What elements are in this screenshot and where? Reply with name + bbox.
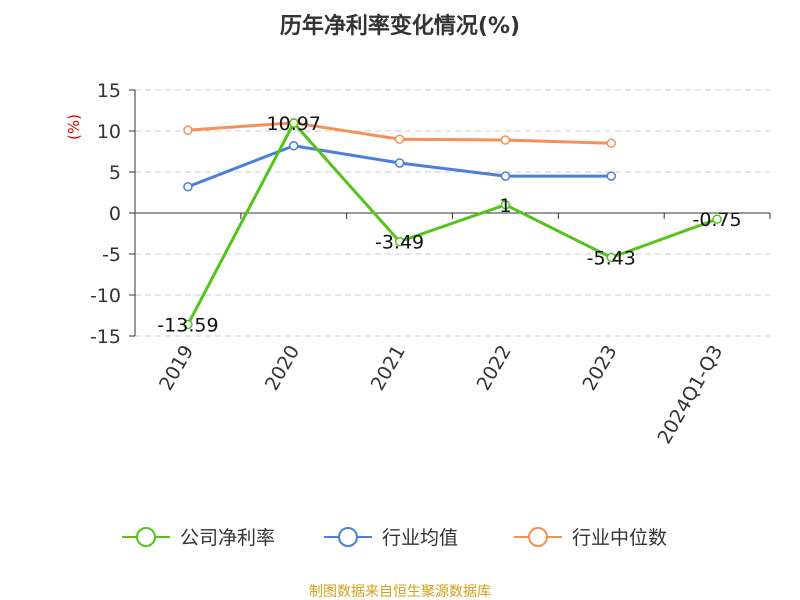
x-tick-labels: 2019 2020 2021 2022 2023 2024Q1-Q3 [155, 341, 727, 447]
x-tick-label: 2021 [367, 342, 410, 395]
y-tick-label: 0 [109, 203, 121, 225]
data-point [712, 214, 722, 224]
data-point [500, 135, 511, 145]
legend-label: 行业中位数 [572, 527, 667, 549]
y-tick-labels: 15 10 5 0 -5 -10 -15 [90, 80, 121, 348]
y-tick-label: -10 [90, 285, 121, 307]
y-tick-label: 5 [109, 162, 121, 184]
y-tick-label: -5 [102, 244, 121, 266]
source-note: 制图数据来自恒生聚源数据库 [309, 584, 491, 600]
series-group [183, 118, 722, 330]
grid-lines [135, 89, 770, 337]
x-tick-label: 2024Q1-Q3 [653, 342, 727, 448]
data-label: -0.75 [692, 209, 741, 231]
y-tick-label: 15 [97, 80, 121, 102]
axes [129, 89, 771, 337]
data-point [606, 138, 616, 149]
x-tick-label: 2020 [261, 342, 304, 395]
series-line [186, 121, 718, 326]
data-point [183, 182, 193, 192]
legend-label: 行业均值 [382, 527, 458, 549]
legend-marker [136, 527, 156, 547]
x-tick-label: 2023 [578, 342, 621, 395]
data-label: -3.49 [375, 232, 424, 254]
data-label: 1 [499, 195, 511, 217]
data-point [394, 134, 405, 144]
data-point [606, 252, 616, 263]
y-tick-label: -15 [90, 326, 121, 348]
y-tick-label: 10 [97, 121, 121, 143]
data-point [606, 171, 616, 181]
data-point [289, 118, 299, 128]
data-point [394, 236, 405, 247]
data-label: -13.59 [157, 314, 218, 336]
legend-marker [528, 527, 548, 547]
data-point [500, 200, 511, 210]
legend[interactable]: 公司净利率 行业均值 行业中位数 [122, 527, 667, 549]
legend-label: 公司净利率 [180, 527, 275, 549]
x-tick-label: 2019 [155, 342, 198, 395]
x-tick-label: 2022 [473, 341, 516, 394]
legend-marker [338, 527, 358, 547]
data-label: -5.43 [587, 248, 636, 270]
chart-title: 历年净利率变化情况(%) [280, 13, 520, 39]
data-label: 10.97 [267, 113, 321, 135]
data-point [183, 319, 193, 330]
data-point [183, 125, 193, 135]
data-point [500, 171, 511, 181]
y-axis-label: (%) [65, 114, 83, 140]
data-labels: -13.59 10.97 -3.49 1 -5.43 -0.75 [157, 113, 741, 336]
data-point [394, 158, 405, 168]
data-point [289, 141, 299, 151]
